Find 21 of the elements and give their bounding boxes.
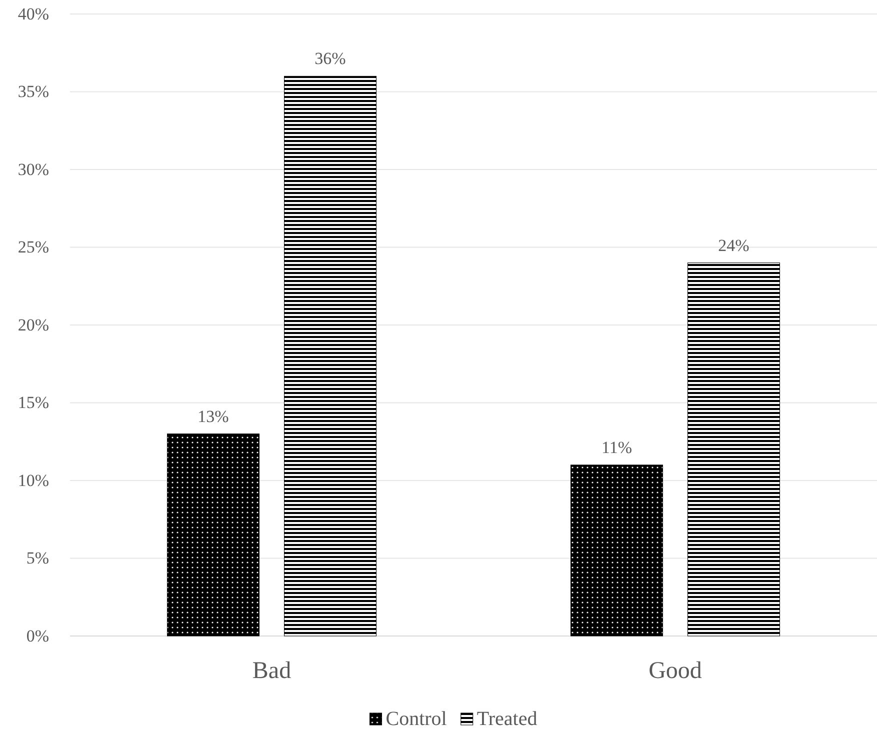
y-tick-label: 10% — [18, 470, 49, 490]
data-label: 36% — [314, 49, 346, 68]
legend-label: Control — [386, 708, 448, 730]
y-tick-label: 15% — [18, 393, 49, 412]
x-tick-label: Bad — [252, 658, 292, 684]
bar — [284, 76, 376, 636]
data-label: 24% — [718, 236, 750, 255]
y-tick-label: 20% — [18, 315, 49, 334]
y-tick-label: 0% — [26, 626, 49, 646]
bar — [688, 262, 780, 636]
x-tick-label: Good — [648, 658, 702, 684]
legend-label: Treated — [476, 708, 538, 730]
y-tick-label: 5% — [26, 548, 49, 568]
y-tick-label: 40% — [18, 4, 49, 24]
y-tick-label: 25% — [18, 238, 49, 257]
y-tick-label: 35% — [18, 82, 49, 102]
data-label: 11% — [601, 438, 632, 457]
bar — [167, 434, 260, 636]
data-label: 13% — [198, 406, 229, 426]
y-tick-label: 30% — [18, 160, 49, 179]
bar — [570, 464, 663, 636]
